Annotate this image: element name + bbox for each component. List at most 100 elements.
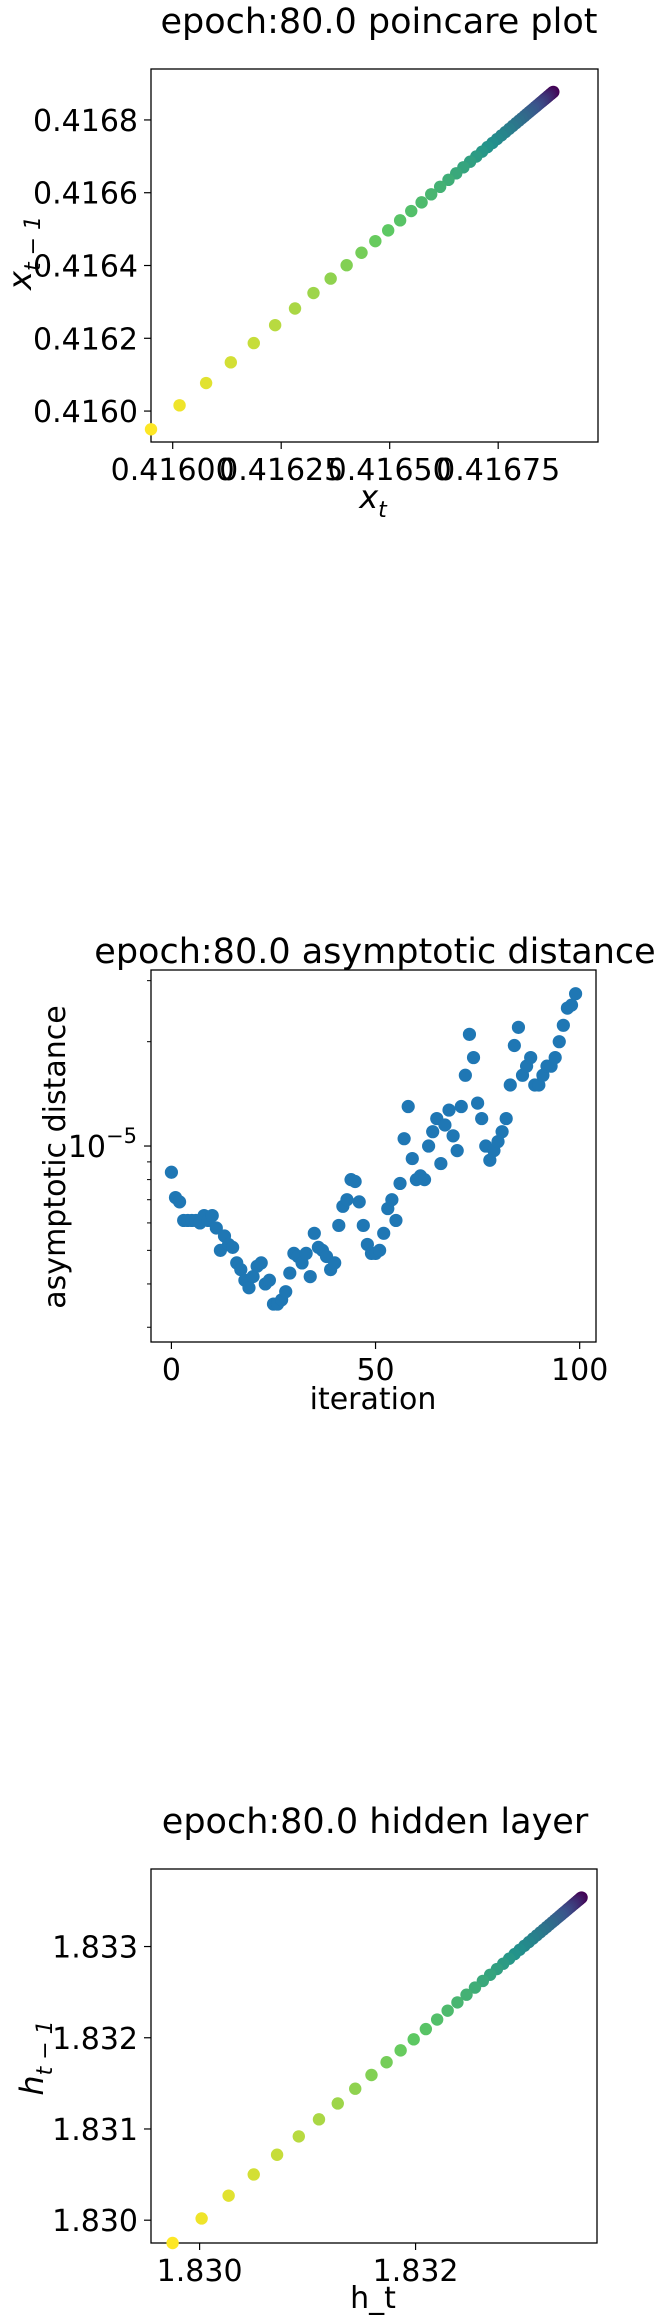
data-point <box>462 1027 477 1041</box>
chart-title: epoch:80.0 poincare plot <box>160 2 597 42</box>
data-point <box>352 1195 366 1209</box>
plot-frame <box>150 68 599 443</box>
data-point <box>507 1038 521 1053</box>
data-point <box>247 2168 260 2181</box>
data-point <box>144 423 158 436</box>
data-point <box>430 2013 444 2026</box>
data-point <box>307 1226 321 1240</box>
data-point <box>503 1078 517 1092</box>
chart-title: epoch:80.0 hidden layer <box>162 1802 589 1842</box>
data-point <box>365 2068 378 2082</box>
data-point <box>422 1139 436 1153</box>
poincare-plot-chart: epoch:80.0 poincare plot 0.416000.416250… <box>1 2 599 523</box>
data-point <box>307 286 320 300</box>
hidden-layer-chart: epoch:80.0 hidden layer 1.830 1.832 1.830… <box>13 1802 598 2316</box>
y-tick-label: 10−5 <box>68 1124 137 1165</box>
data-point <box>312 2113 326 2126</box>
data-point <box>381 224 395 237</box>
data-point <box>415 196 428 209</box>
y-tick-label: 0.4166 <box>33 177 138 212</box>
data-point <box>292 2130 305 2143</box>
data-point <box>495 1125 509 1139</box>
x-tick-label: 1.830 <box>157 2254 243 2289</box>
data-point <box>397 1132 411 1146</box>
data-point <box>433 180 447 194</box>
data-point <box>407 2033 420 2046</box>
data-point <box>451 1996 464 2009</box>
data-point <box>441 2004 454 2017</box>
asymptotic-distance-chart: epoch:80.0 asymptotic distance 0 50 100 10… <box>38 932 656 1417</box>
data-point <box>460 1988 473 2001</box>
data-point <box>195 2212 208 2225</box>
x-tick-label: 0.41675 <box>436 453 560 488</box>
y-tick-label: 1.830 <box>52 2204 138 2239</box>
data-point <box>172 1195 187 1209</box>
data-point <box>426 1125 440 1139</box>
data-point <box>434 1156 448 1171</box>
data-point <box>442 173 455 187</box>
x-tick-label: 0.41600 <box>111 453 235 488</box>
data-point <box>471 1096 485 1110</box>
y-axis-label: ht − 1 <box>13 2020 58 2095</box>
data-point <box>205 1208 219 1223</box>
data-point <box>303 1270 317 1284</box>
data-point <box>242 1281 256 1295</box>
data-point <box>377 1226 391 1240</box>
data-point <box>419 2022 433 2036</box>
data-point <box>299 1246 313 1260</box>
data-point <box>246 1270 260 1284</box>
data-point <box>491 1134 505 1149</box>
y-tick-label: 1.831 <box>52 2113 138 2148</box>
data-point <box>234 1263 248 1277</box>
data-point <box>438 1118 452 1132</box>
data-point <box>332 1218 346 1233</box>
data-point <box>564 998 579 1012</box>
data-point <box>328 1256 342 1270</box>
data-point <box>446 1129 460 1143</box>
x-tick-label: 0.41625 <box>219 453 343 488</box>
data-point <box>283 1266 297 1280</box>
x-tick-label: 100 <box>551 1353 608 1388</box>
x-tick-label: 1.832 <box>373 2254 459 2289</box>
data-point <box>425 188 438 201</box>
y-axis: 0.4160 0.4162 0.4164 0.4166 0.4168 <box>33 104 151 430</box>
data-point <box>164 1165 179 1179</box>
data-point <box>270 2148 284 2161</box>
data-point <box>556 1018 570 1032</box>
data-point <box>405 204 418 218</box>
data-point <box>552 1035 566 1049</box>
plot-frame <box>150 969 597 1343</box>
x-axis-label: iteration <box>310 1382 437 1417</box>
data-point <box>226 1240 240 1254</box>
y-axis: 10−5 <box>68 980 151 1328</box>
data-point <box>348 1174 362 1189</box>
data-point <box>268 318 282 332</box>
plot-frame <box>150 1868 598 2244</box>
y-tick-label: 1.832 <box>52 2022 138 2057</box>
data-point <box>373 1243 387 1257</box>
data-point <box>224 356 238 369</box>
y-axis-label: asymptotic distance <box>38 1005 73 1308</box>
data-point <box>254 1256 268 1270</box>
data-point <box>568 987 583 1001</box>
data-point <box>394 2044 407 2057</box>
data-point <box>288 302 302 315</box>
data-point <box>454 1099 468 1114</box>
data-point <box>166 2236 179 2250</box>
data-point <box>380 2056 393 2069</box>
data-point <box>405 1151 419 1166</box>
data-points <box>166 1891 588 2250</box>
data-point <box>417 1173 432 1187</box>
data-point <box>511 1020 526 1034</box>
data-point <box>548 1050 562 1065</box>
data-point <box>209 1221 223 1235</box>
chart-title: epoch:80.0 asymptotic distance <box>94 932 655 972</box>
data-point <box>466 1050 481 1065</box>
data-point <box>262 1273 276 1287</box>
data-points <box>164 987 583 1311</box>
data-point <box>222 2189 235 2202</box>
data-point <box>393 214 407 227</box>
data-point <box>340 259 353 272</box>
